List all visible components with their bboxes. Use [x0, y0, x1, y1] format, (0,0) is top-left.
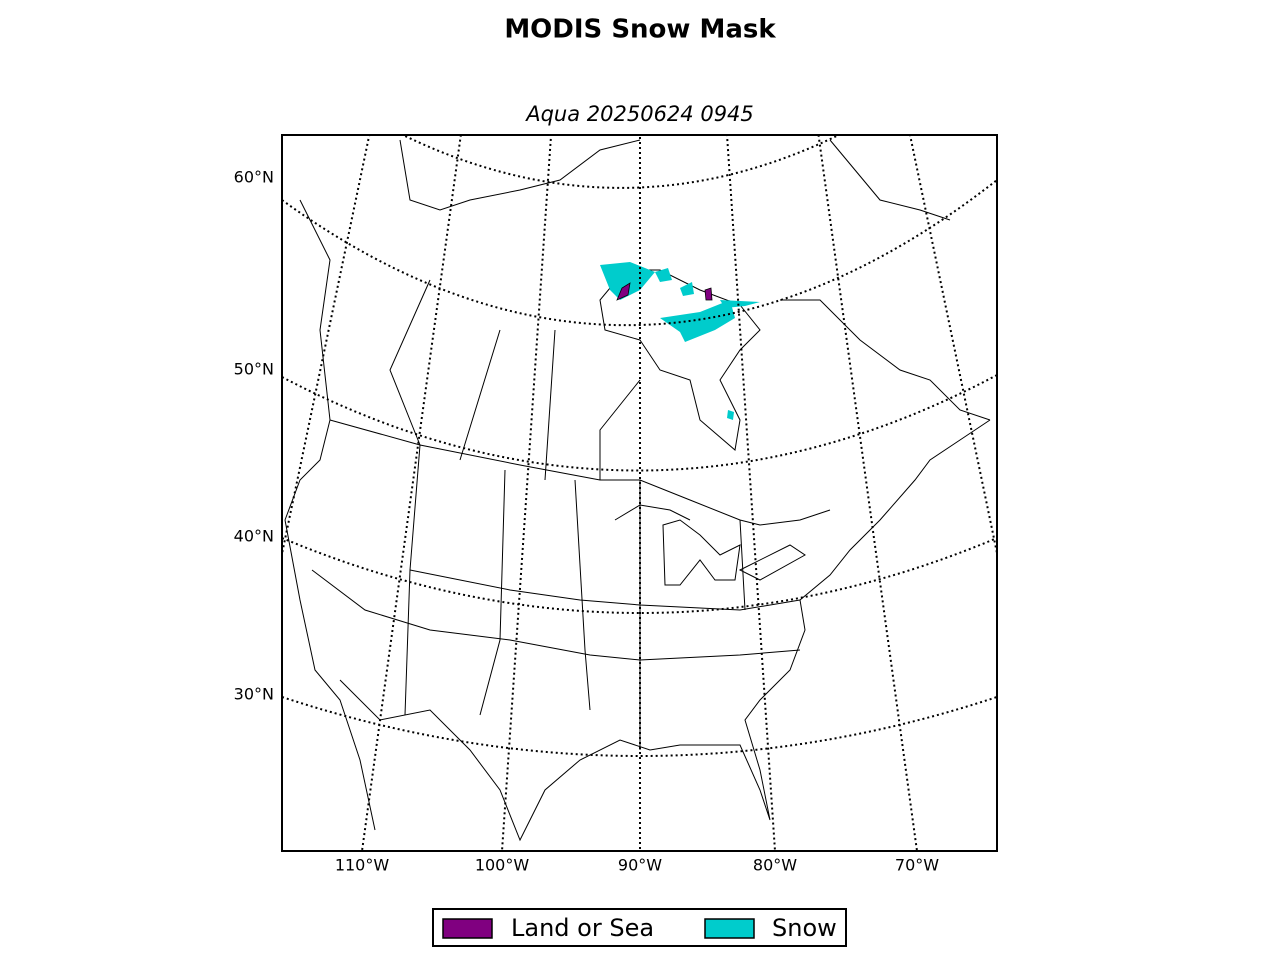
snow-area [600, 262, 655, 300]
legend-swatch [442, 918, 493, 939]
longitude-label: 80°W [753, 856, 797, 875]
longitude-label: 90°W [618, 856, 662, 875]
latitude-label: 60°N [234, 168, 274, 187]
subtitle: Aqua 20250624 0945 [524, 102, 754, 126]
title: MODIS Snow Mask [504, 15, 776, 45]
map-frame [281, 134, 998, 852]
longitude-label: 70°W [895, 856, 939, 875]
snow-area [727, 410, 734, 420]
latitude-label: 30°N [234, 685, 274, 704]
longitude-label: 100°W [475, 856, 530, 875]
land-areas [616, 282, 713, 301]
land-area [616, 282, 631, 301]
land-area [704, 287, 713, 301]
snow-area [660, 300, 735, 342]
legend: Land or Sea Snow [432, 908, 847, 947]
coastlines [284, 139, 991, 842]
legend-box [432, 908, 847, 947]
map [282, 135, 997, 851]
legend-label: Land or Sea [511, 914, 654, 942]
latitude-label: 40°N [234, 527, 274, 546]
latitude-label: 50°N [234, 360, 274, 379]
snow-area [655, 268, 672, 282]
borders [311, 279, 831, 750]
graticule [282, 135, 997, 851]
legend-label: Snow [772, 914, 837, 942]
longitude-label: 110°W [335, 856, 390, 875]
snow-area [720, 300, 760, 308]
snow-areas [600, 262, 760, 420]
legend-swatch [704, 918, 755, 939]
snow-area [680, 282, 694, 296]
